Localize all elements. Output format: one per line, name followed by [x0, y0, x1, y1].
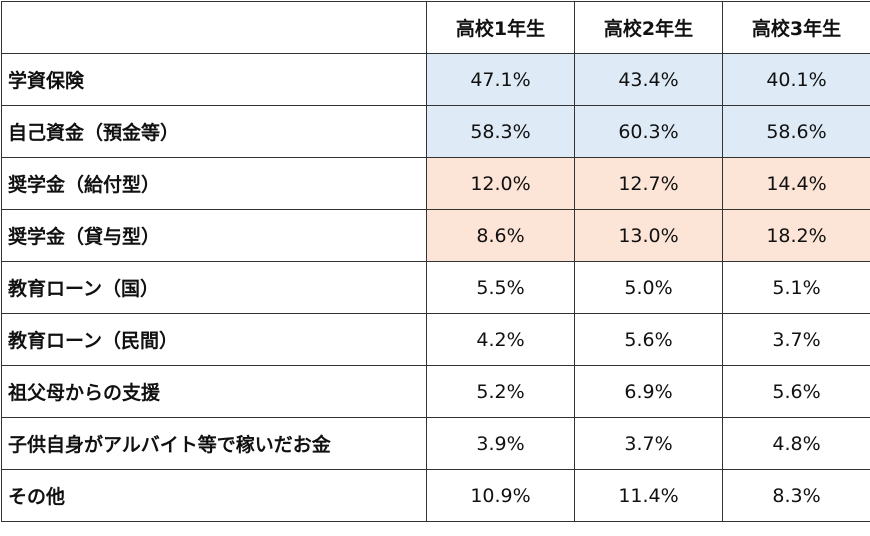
- table-cell-value: 13.0%: [575, 210, 723, 262]
- table-cell-value: 12.7%: [575, 158, 723, 210]
- table-cell-value: 5.2%: [427, 366, 575, 418]
- row-label: 自己資金（預金等）: [2, 106, 427, 158]
- column-header-grade2: 高校2年生: [575, 2, 723, 54]
- table-row: 奨学金（給付型）12.0%12.7%14.4%: [2, 158, 870, 210]
- table-cell-value: 5.0%: [575, 262, 723, 314]
- row-label: 教育ローン（民間）: [2, 314, 427, 366]
- row-label: 奨学金（貸与型）: [2, 210, 427, 262]
- header-corner: [2, 2, 427, 54]
- table-cell-value: 4.8%: [723, 418, 870, 470]
- table-cell-value: 60.3%: [575, 106, 723, 158]
- table-cell-value: 14.4%: [723, 158, 870, 210]
- table-cell-value: 4.2%: [427, 314, 575, 366]
- table-cell-value: 5.6%: [575, 314, 723, 366]
- table-row: 教育ローン（国）5.5%5.0%5.1%: [2, 262, 870, 314]
- row-label: 奨学金（給付型）: [2, 158, 427, 210]
- table-cell-value: 10.9%: [427, 470, 575, 522]
- table-cell-value: 8.6%: [427, 210, 575, 262]
- row-label: 学資保険: [2, 54, 427, 106]
- row-label: 祖父母からの支援: [2, 366, 427, 418]
- table-cell-value: 3.7%: [723, 314, 870, 366]
- table-row: 自己資金（預金等）58.3%60.3%58.6%: [2, 106, 870, 158]
- table-cell-value: 3.9%: [427, 418, 575, 470]
- table-cell-value: 47.1%: [427, 54, 575, 106]
- table-cell-value: 8.3%: [723, 470, 870, 522]
- table-cell-value: 12.0%: [427, 158, 575, 210]
- row-label: 子供自身がアルバイト等で稼いだお金: [2, 418, 427, 470]
- table-cell-value: 43.4%: [575, 54, 723, 106]
- row-label: その他: [2, 470, 427, 522]
- table-cell-value: 5.6%: [723, 366, 870, 418]
- column-header-grade1: 高校1年生: [427, 2, 575, 54]
- table-cell-value: 40.1%: [723, 54, 870, 106]
- header-row: 高校1年生 高校2年生 高校3年生: [2, 2, 870, 54]
- table-cell-value: 5.1%: [723, 262, 870, 314]
- table-cell-value: 18.2%: [723, 210, 870, 262]
- column-header-grade3: 高校3年生: [723, 2, 870, 54]
- table-cell-value: 11.4%: [575, 470, 723, 522]
- table-cell-value: 6.9%: [575, 366, 723, 418]
- table-cell-value: 5.5%: [427, 262, 575, 314]
- table-cell-value: 58.6%: [723, 106, 870, 158]
- table-row: 奨学金（貸与型）8.6%13.0%18.2%: [2, 210, 870, 262]
- table-cell-value: 3.7%: [575, 418, 723, 470]
- table-row: 教育ローン（民間）4.2%5.6%3.7%: [2, 314, 870, 366]
- table-cell-value: 58.3%: [427, 106, 575, 158]
- row-label: 教育ローン（国）: [2, 262, 427, 314]
